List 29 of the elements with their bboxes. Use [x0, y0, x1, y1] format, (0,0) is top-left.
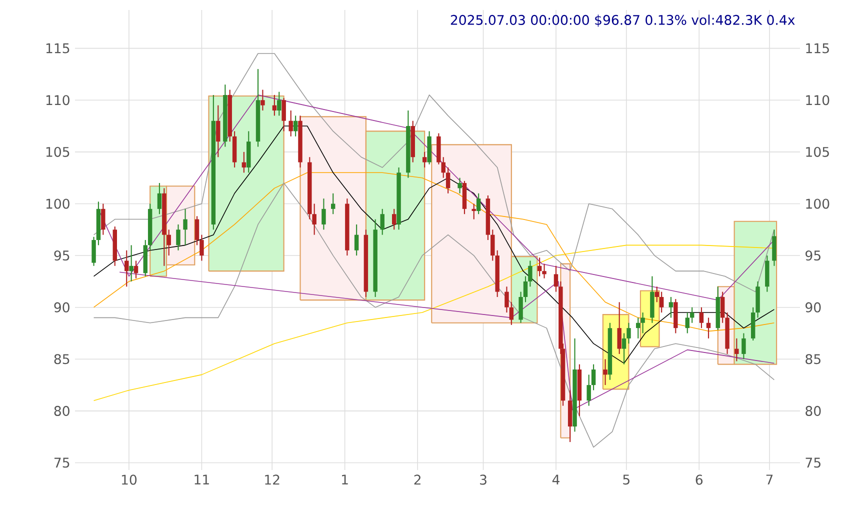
x-tick-label: 6: [696, 474, 703, 485]
chart-title: 2025.07.03 00:00:00 $96.87 0.13% vol:482.3K 0.4x: [450, 14, 795, 27]
y2-tick-label: 100: [806, 198, 830, 209]
y2-tick-label: 115: [806, 43, 829, 54]
x-tick-label: 11: [194, 474, 209, 484]
y-tick-label: 105: [46, 146, 70, 157]
x-tick-label: 3: [480, 474, 486, 485]
y-tick-label: 100: [46, 198, 70, 209]
x-tick-label: 4: [552, 474, 560, 484]
x-tick-label: 10: [122, 474, 137, 485]
x-tick-label: 7: [766, 474, 773, 484]
y-tick-label: 90: [54, 302, 70, 312]
y2-tick-label: 105: [806, 146, 829, 157]
y2-tick-label: 85: [806, 354, 820, 364]
y2-tick-label: 75: [806, 458, 820, 468]
y-tick-label: 85: [54, 354, 70, 364]
y-tick-label: 95: [54, 250, 70, 261]
y-tick-label: 110: [46, 95, 70, 106]
y2-tick-label: 110: [806, 95, 830, 106]
y2-tick-label: 80: [806, 406, 821, 416]
y-tick-label: 80: [54, 406, 70, 416]
y-tick-label: 115: [46, 43, 70, 54]
x-tick-label: 2: [414, 474, 420, 485]
x-tick-label: 5: [623, 474, 630, 485]
y-tick-label: 75: [54, 458, 70, 468]
x-tick-label: 1: [342, 474, 348, 484]
x-tick-label: 12: [265, 474, 280, 485]
y2-tick-label: 90: [806, 302, 821, 312]
y2-tick-label: 95: [806, 250, 820, 261]
